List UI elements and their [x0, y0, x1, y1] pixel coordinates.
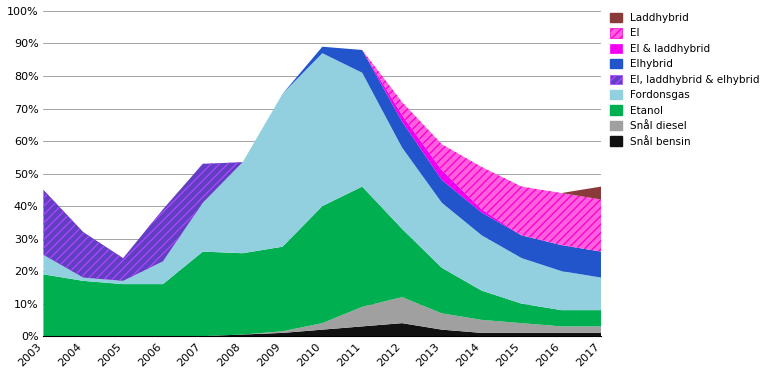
- Legend: Laddhybrid, El, El & laddhybrid, Elhybrid, El, laddhybrid & elhybrid, Fordonsgas: Laddhybrid, El, El & laddhybrid, Elhybri…: [607, 10, 763, 150]
